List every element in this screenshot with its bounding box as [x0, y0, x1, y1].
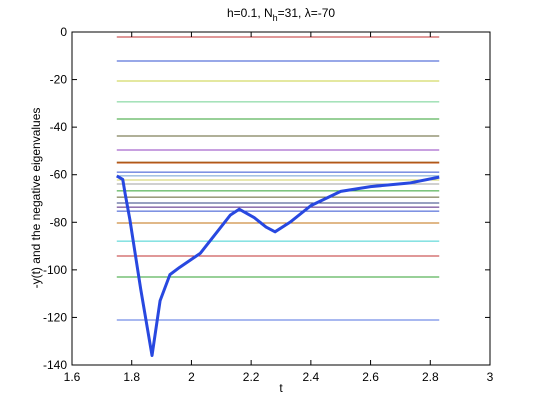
plot-frame [71, 31, 491, 366]
y-tick-label: -80 [50, 215, 68, 229]
y-tick-label: -20 [50, 73, 68, 87]
x-tick-label: 3 [487, 370, 494, 384]
title-part: =31, λ=-70 [278, 6, 336, 20]
x-tick-label: 2.4 [303, 370, 320, 384]
x-axis-label: t [279, 381, 283, 395]
chart-title: h=0.1, Nh=31, λ=-70 [227, 6, 335, 23]
title-part: h=0.1, N [227, 6, 273, 20]
y-tick-label: 0 [60, 25, 67, 39]
x-tick-label: 2.8 [422, 370, 439, 384]
y-tick-label: -60 [50, 168, 68, 182]
y-tick-label: -40 [50, 120, 68, 134]
y-tick-label: -120 [43, 310, 67, 324]
x-tick-label: 1.6 [64, 370, 81, 384]
x-tick-label: 1.8 [123, 370, 140, 384]
y-axis-label: -y(t) and the negative eigenvalues [29, 108, 43, 289]
y-tick-label: -100 [43, 263, 67, 277]
x-tick-label: 2.2 [243, 370, 260, 384]
title-subscript: h [273, 13, 278, 23]
y-tick-label: -140 [43, 358, 67, 372]
x-tick-label: 2.6 [362, 370, 379, 384]
x-tick-label: 2 [188, 370, 195, 384]
data-line [116, 174, 440, 357]
